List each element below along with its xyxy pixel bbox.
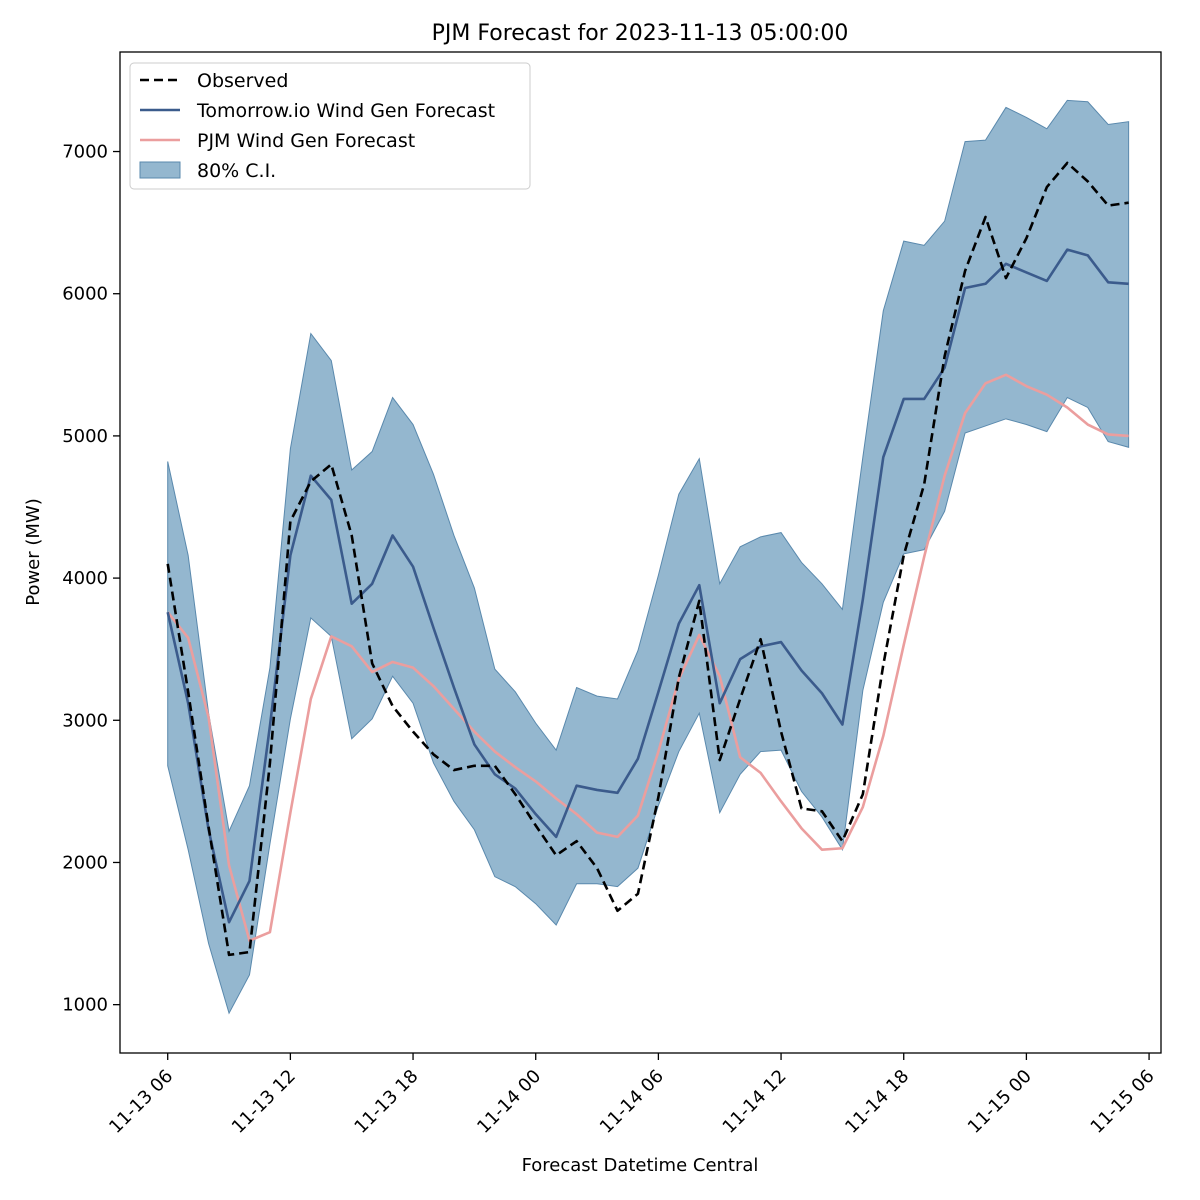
legend-observed-label: Observed bbox=[197, 70, 288, 92]
y-tick-label: 6000 bbox=[62, 284, 108, 305]
tomorrow-io-forecast-line bbox=[166, 248, 1129, 924]
x-axis-label: Forecast Datetime Central bbox=[522, 1155, 759, 1176]
chart-title: PJM Forecast for 2023-11-13 05:00:00 bbox=[432, 21, 849, 46]
legend-pjm-label: PJM Wind Gen Forecast bbox=[197, 130, 415, 152]
legend-band-label: 80% C.I. bbox=[197, 160, 276, 182]
ci-band bbox=[167, 99, 1130, 1015]
y-tick-label: 4000 bbox=[62, 568, 108, 589]
pjm-forecast-line bbox=[166, 373, 1129, 942]
y-tick-label: 1000 bbox=[62, 995, 108, 1016]
axes-frame bbox=[119, 51, 1162, 1054]
legend-band-swatch bbox=[139, 161, 181, 179]
plot-area bbox=[166, 99, 1130, 1015]
y-tick-label: 3000 bbox=[62, 710, 108, 731]
y-tick-label: 2000 bbox=[62, 852, 108, 873]
legend-box bbox=[129, 62, 531, 190]
observed-line bbox=[166, 161, 1129, 957]
y-tick-label: 7000 bbox=[62, 142, 108, 163]
legend: Observed Tomorrow.io Wind Gen Forecast P… bbox=[129, 62, 531, 190]
legend-tomorrow-label: Tomorrow.io Wind Gen Forecast bbox=[196, 100, 495, 122]
y-axis-label: Power (MW) bbox=[23, 498, 44, 606]
y-tick-label: 5000 bbox=[62, 426, 108, 447]
